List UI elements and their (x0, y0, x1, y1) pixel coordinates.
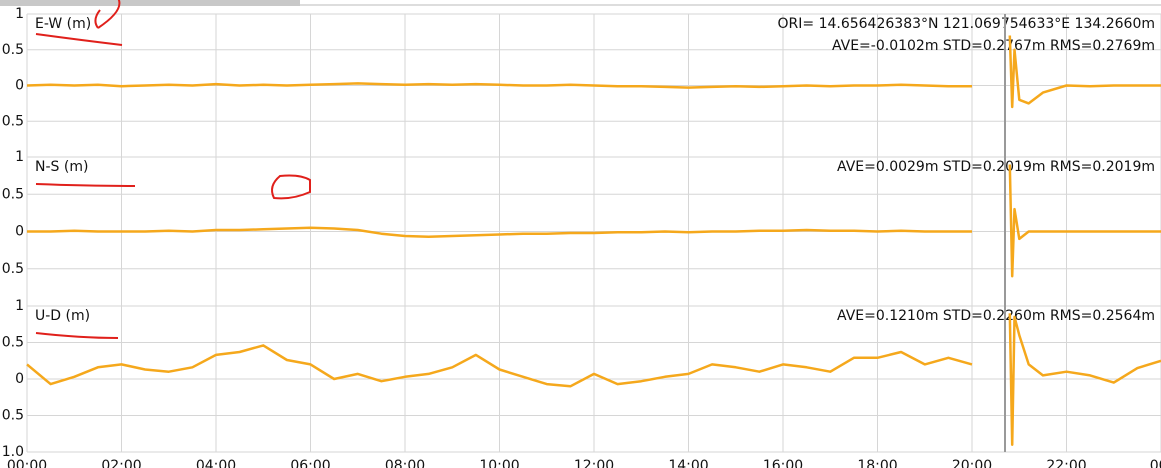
stats-annotation: AVE=-0.0102m STD=0.2767m RMS=0.2769m (832, 38, 1155, 54)
y-tick-label: 0 (15, 371, 24, 387)
data-line (26, 313, 1161, 446)
stats-annotation: AVE=0.0029m STD=0.2019m RMS=0.2019m (837, 159, 1155, 175)
x-tick-label: 06:00 (290, 458, 330, 468)
circle (271, 174, 311, 200)
annotation-scribbles (35, 0, 311, 339)
y-tick-label: 1 (15, 6, 24, 22)
underline (35, 183, 136, 187)
panel-label: E-W (m) (35, 16, 91, 32)
y-tick-label: 0 (15, 224, 24, 240)
stats-annotation: ORI= 14.656426383°N 121.069754633°E 134.… (778, 16, 1155, 32)
x-tick-label: 22:00 (1046, 458, 1086, 468)
x-tick-label: 00:00 (7, 458, 47, 468)
top-bar (0, 0, 300, 6)
x-tick-label: 00: (1150, 458, 1161, 468)
y-tick-label: 0.5 (2, 113, 24, 129)
stats-annotation: AVE=0.1210m STD=0.2260m RMS=0.2564m (837, 308, 1155, 324)
y-tick-label: 1.0 (2, 444, 24, 460)
x-tick-label: 04:00 (196, 458, 236, 468)
y-tick-label: 1 (15, 149, 24, 165)
x-tick-label: 08:00 (385, 458, 425, 468)
x-tick-label: 14:00 (668, 458, 708, 468)
x-tick-label: 02:00 (101, 458, 141, 468)
x-tick-label: 10:00 (479, 458, 519, 468)
y-tick-label: 0.5 (2, 186, 24, 202)
data-line (26, 35, 1161, 109)
underline (35, 33, 123, 46)
data-line (27, 164, 1161, 278)
x-tick-label: 12:00 (574, 458, 614, 468)
y-tick-label: 0.5 (2, 261, 24, 277)
y-tick-label: 0.5 (2, 335, 24, 351)
x-tick-label: 18:00 (857, 458, 897, 468)
plot-area: 1 0.5 0 0.5 E-W (m) ORI= 14.656426383°N 121.0… (2, 6, 1161, 468)
y-tick-label: 0.5 (2, 408, 24, 424)
panel-label: U-D (m) (35, 308, 90, 324)
panel-label: N-S (m) (35, 159, 88, 175)
x-tick-label: 20:00 (952, 458, 992, 468)
circle (94, 0, 121, 29)
y-tick-label: 0 (15, 78, 24, 94)
underline (35, 332, 119, 339)
y-tick-label: 1 (15, 298, 24, 314)
x-tick-label: 16:00 (763, 458, 803, 468)
y-tick-label: 0.5 (2, 42, 24, 58)
